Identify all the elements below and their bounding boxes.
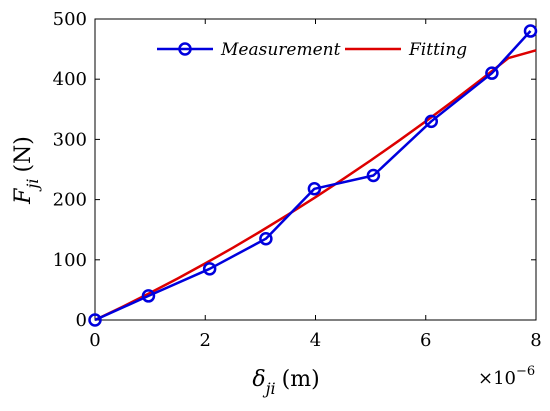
legend-fitting-label: Fitting: [408, 40, 467, 60]
x-axis-exponent-base: ×10: [478, 368, 516, 389]
x-tick-label: 6: [420, 330, 431, 351]
y-tick-label: 500: [53, 9, 87, 30]
x-axis-subscript: ji: [263, 379, 276, 398]
x-tick-label: 0: [89, 330, 100, 351]
x-axis-exponent: ×10−6: [478, 364, 535, 389]
x-axis-exponent-power: −6: [516, 364, 535, 379]
legend-measurement-label: Measurement: [220, 40, 341, 60]
y-tick-label: 300: [53, 129, 87, 150]
axis-labels: δji (m) Fji(N) ×10−6: [11, 136, 535, 398]
measurement-point: [141, 289, 156, 303]
measurement-line: [94, 30, 532, 322]
x-tick-label: 4: [310, 330, 321, 351]
measurement-point: [88, 313, 102, 327]
fitting-line: [94, 49, 537, 322]
y-axis-label: Fji (N): [11, 136, 42, 205]
y-tick-label: 400: [53, 69, 87, 90]
x-axis-unit: (m): [282, 367, 320, 392]
y-tick-label: 200: [53, 190, 87, 211]
y-axis-subscript: ji: [23, 179, 42, 192]
y-axis-symbol: F: [11, 188, 36, 205]
measurement-point: [485, 66, 499, 80]
y-axis-unit: (N): [11, 136, 36, 172]
axes: 0 2 4 6 8 0 100 200 300 400 500: [53, 9, 542, 351]
measurement-point: [202, 262, 217, 276]
y-tick-label: 100: [53, 250, 87, 271]
measurement-point: [366, 168, 381, 183]
x-tick-label: 2: [200, 330, 211, 351]
legend-measurement-marker: [178, 42, 192, 56]
measurement-point: [307, 182, 322, 196]
series-layer: [88, 24, 538, 327]
x-axis-label: δji (m): [252, 367, 319, 398]
measurement-point: [259, 231, 273, 246]
legend: Measurement Fitting: [145, 32, 485, 68]
measurement-point: [523, 24, 538, 38]
x-axis-symbol: δ: [252, 367, 265, 392]
x-tick-label: 8: [530, 330, 541, 351]
measurement-point: [424, 114, 439, 129]
y-tick-label: 0: [76, 310, 87, 331]
